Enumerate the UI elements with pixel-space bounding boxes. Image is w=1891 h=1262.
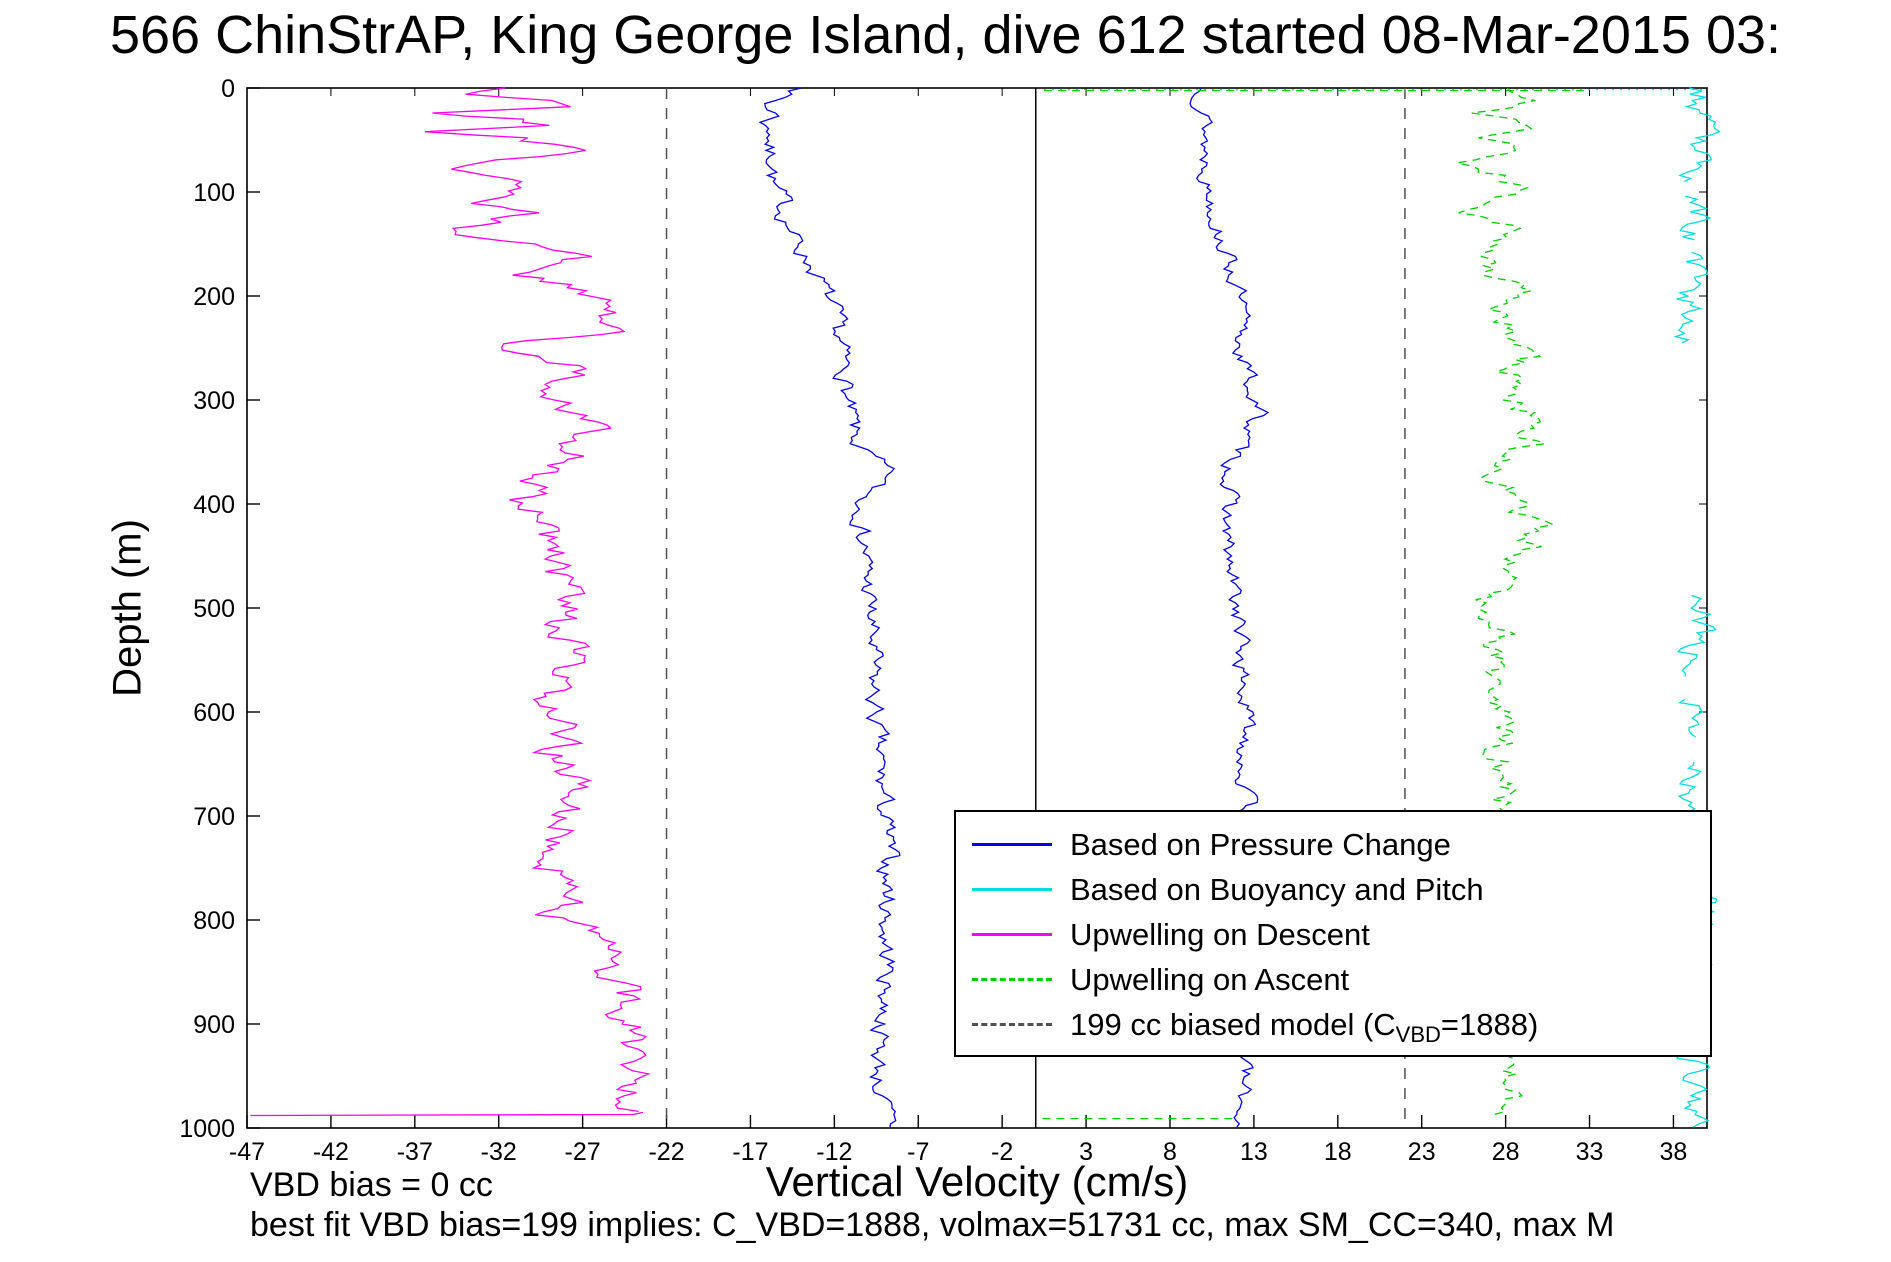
best-fit-note: best fit VBD bias=199 implies: C_VBD=188… bbox=[250, 1206, 1615, 1244]
legend-label: Upwelling on Ascent bbox=[1070, 961, 1350, 997]
svg-text:1000: 1000 bbox=[179, 1115, 235, 1143]
svg-text:200: 200 bbox=[193, 283, 235, 311]
legend-label: Based on Buoyancy and Pitch bbox=[1070, 871, 1484, 907]
svg-text:800: 800 bbox=[193, 907, 235, 935]
svg-text:-32: -32 bbox=[481, 1138, 517, 1166]
legend-entry: Based on Pressure Change bbox=[972, 822, 1704, 867]
vbd-bias-note: VBD bias = 0 cc bbox=[250, 1166, 493, 1204]
figure-title: 566 ChinStrAP, King George Island, dive … bbox=[109, 5, 1782, 65]
svg-text:-37: -37 bbox=[397, 1138, 433, 1166]
legend-line-sample-blue bbox=[972, 843, 1052, 846]
legend-entry: Upwelling on Descent bbox=[972, 912, 1704, 957]
legend-entry: 199 cc biased model (CVBD=1888) bbox=[972, 1002, 1704, 1047]
svg-text:-22: -22 bbox=[648, 1138, 684, 1166]
svg-text:23: 23 bbox=[1408, 1138, 1436, 1166]
svg-text:28: 28 bbox=[1492, 1138, 1520, 1166]
svg-text:-47: -47 bbox=[229, 1138, 265, 1166]
svg-text:300: 300 bbox=[193, 387, 235, 415]
svg-text:-42: -42 bbox=[313, 1138, 349, 1166]
svg-text:33: 33 bbox=[1576, 1138, 1604, 1166]
svg-text:700: 700 bbox=[193, 803, 235, 831]
svg-text:-12: -12 bbox=[816, 1138, 852, 1166]
legend-label: Based on Pressure Change bbox=[1070, 826, 1451, 862]
legend-line-sample-magenta bbox=[972, 933, 1052, 936]
svg-text:0: 0 bbox=[221, 75, 235, 103]
svg-text:38: 38 bbox=[1660, 1138, 1688, 1166]
svg-text:3: 3 bbox=[1079, 1138, 1093, 1166]
legend-entry: Based on Buoyancy and Pitch bbox=[972, 867, 1704, 912]
svg-text:18: 18 bbox=[1324, 1138, 1352, 1166]
svg-text:100: 100 bbox=[193, 179, 235, 207]
svg-text:13: 13 bbox=[1240, 1138, 1268, 1166]
svg-text:400: 400 bbox=[193, 491, 235, 519]
svg-text:600: 600 bbox=[193, 699, 235, 727]
legend-line-sample-green bbox=[972, 978, 1052, 981]
svg-text:-2: -2 bbox=[991, 1138, 1013, 1166]
svg-text:8: 8 bbox=[1163, 1138, 1177, 1166]
legend-label: Upwelling on Descent bbox=[1070, 916, 1370, 952]
legend-label: 199 cc biased model (CVBD=1888) bbox=[1070, 1006, 1539, 1047]
svg-text:-27: -27 bbox=[565, 1138, 601, 1166]
x-axis-label: Vertical Velocity (cm/s) bbox=[765, 1158, 1189, 1205]
svg-text:-7: -7 bbox=[907, 1138, 929, 1166]
svg-text:-17: -17 bbox=[732, 1138, 768, 1166]
svg-text:900: 900 bbox=[193, 1011, 235, 1039]
svg-text:500: 500 bbox=[193, 595, 235, 623]
legend-line-sample-model bbox=[972, 1023, 1052, 1026]
legend-line-sample-cyan bbox=[972, 888, 1052, 891]
legend-entry: Upwelling on Ascent bbox=[972, 957, 1704, 1002]
legend: Based on Pressure Change Based on Buoyan… bbox=[954, 810, 1712, 1057]
